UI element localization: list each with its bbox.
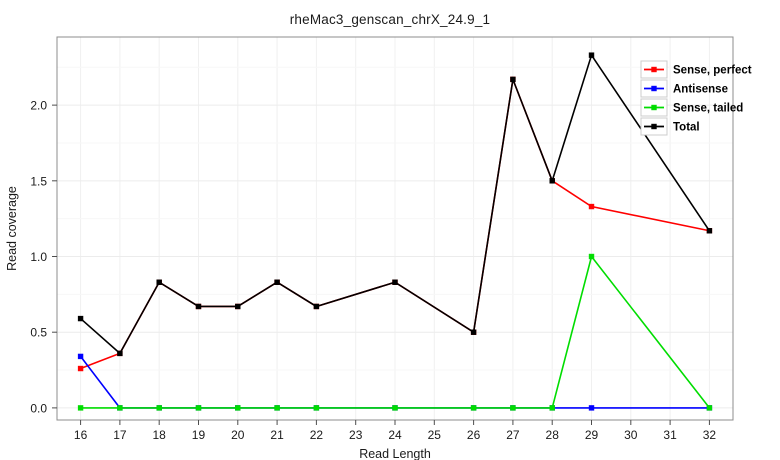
x-tick-label: 32 xyxy=(703,428,717,442)
data-point xyxy=(117,405,123,411)
x-tick-label: 19 xyxy=(192,428,206,442)
x-tick-label: 23 xyxy=(349,428,363,442)
y-tick-label: 1.5 xyxy=(30,174,47,188)
data-series-layer xyxy=(77,52,713,411)
x-tick-label: 30 xyxy=(624,428,638,442)
tick-labels: 16 17 18 19 20 21 22 23 24 25 26 27 28 29 30 31 32 0.0 0.5… xyxy=(30,99,716,442)
x-tick-label: 22 xyxy=(310,428,324,442)
y-tick-label: 2.0 xyxy=(30,99,47,113)
series-sense-tailed xyxy=(77,253,713,411)
legend-item-sense-tailed[interactable]: Sense, tailed xyxy=(640,98,743,117)
chart-legend: Sense, perfect Antisense Sense, tailed Tota… xyxy=(640,60,752,136)
data-point xyxy=(706,405,713,411)
x-tick-label: 24 xyxy=(388,428,402,442)
series-total xyxy=(77,52,713,357)
x-tick-label: 20 xyxy=(231,428,245,442)
legend-item-sense-perfect[interactable]: Sense, perfect xyxy=(640,60,752,79)
data-point xyxy=(510,405,516,411)
legend-label: Antisense xyxy=(673,84,728,96)
data-point xyxy=(588,405,595,411)
data-point xyxy=(588,52,595,58)
legend-label: Sense, perfect xyxy=(673,65,752,77)
data-point xyxy=(588,203,595,210)
data-point xyxy=(195,303,202,310)
x-tick-label: 16 xyxy=(74,428,88,442)
data-point xyxy=(392,279,398,285)
x-tick-label: 21 xyxy=(270,428,284,442)
data-point xyxy=(235,405,241,411)
data-point xyxy=(274,405,280,411)
data-point xyxy=(77,315,84,322)
data-point xyxy=(156,279,162,285)
data-point xyxy=(313,405,320,411)
data-point xyxy=(235,303,241,310)
axis-frame xyxy=(52,36,734,425)
data-point xyxy=(549,405,555,411)
y-tick-label: 0.5 xyxy=(30,326,47,340)
x-tick-label: 17 xyxy=(113,428,127,442)
data-point xyxy=(510,76,516,83)
data-point xyxy=(77,405,84,411)
x-tick-label: 29 xyxy=(585,428,599,442)
x-tick-label: 18 xyxy=(153,428,167,442)
data-point xyxy=(117,350,123,357)
data-point xyxy=(549,178,555,184)
y-axis-label: Read coverage xyxy=(5,186,19,271)
data-point xyxy=(274,279,280,285)
grid-lines xyxy=(57,37,733,420)
y-tick-label: 0.0 xyxy=(30,401,47,415)
legend-label: Sense, tailed xyxy=(673,103,743,115)
chart-title: rheMac3_genscan_chrX_24.9_1 xyxy=(289,12,491,27)
data-point xyxy=(470,329,477,335)
y-tick-label: 1.0 xyxy=(30,250,47,264)
x-tick-label: 27 xyxy=(506,428,520,442)
legend-item-antisense[interactable]: Antisense xyxy=(640,79,728,98)
data-point xyxy=(470,405,477,411)
data-point xyxy=(195,405,202,411)
data-point xyxy=(77,353,84,360)
legend-item-total[interactable]: Total xyxy=(640,117,700,136)
x-tick-label: 26 xyxy=(467,428,481,442)
x-tick-label: 31 xyxy=(663,428,677,442)
x-tick-label: 25 xyxy=(428,428,442,442)
data-point xyxy=(588,253,595,260)
legend-label: Total xyxy=(673,122,700,134)
data-point xyxy=(392,405,398,411)
data-point xyxy=(156,405,162,411)
data-point xyxy=(313,303,320,310)
data-point xyxy=(77,365,84,372)
x-tick-label: 28 xyxy=(546,428,560,442)
x-axis-label: Read Length xyxy=(359,447,431,460)
data-point xyxy=(706,228,713,234)
